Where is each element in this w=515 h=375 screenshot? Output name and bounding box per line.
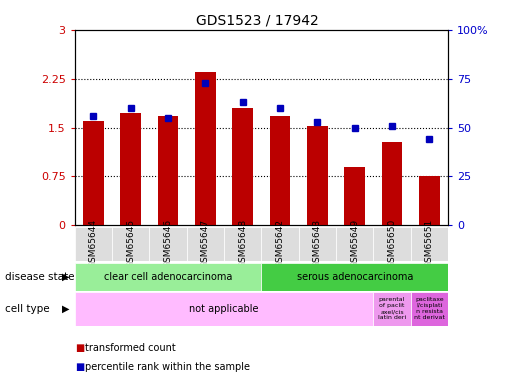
Text: cell type: cell type — [5, 304, 50, 313]
Bar — [75, 262, 261, 291]
Bar — [261, 262, 448, 291]
Text: ■: ■ — [75, 362, 84, 372]
Text: clear cell adenocarcinoma: clear cell adenocarcinoma — [104, 272, 232, 282]
Text: GSM65649: GSM65649 — [350, 219, 359, 268]
Bar — [158, 116, 178, 225]
Bar — [270, 116, 290, 225]
Bar — [307, 126, 328, 225]
Bar — [83, 121, 104, 225]
Text: GSM65645: GSM65645 — [126, 219, 135, 268]
Bar — [336, 227, 373, 261]
Text: not applicable: not applicable — [190, 304, 259, 313]
Text: transformed count: transformed count — [85, 343, 176, 353]
Bar — [149, 227, 186, 261]
Text: GSM65644: GSM65644 — [89, 219, 98, 268]
Text: GSM65643: GSM65643 — [313, 219, 322, 268]
Bar — [75, 227, 112, 261]
Bar — [261, 227, 299, 261]
Bar — [373, 227, 410, 261]
Bar — [299, 227, 336, 261]
Text: parental
of paclit
axel/cis
latin deri: parental of paclit axel/cis latin deri — [378, 297, 406, 320]
Text: GSM65650: GSM65650 — [388, 219, 397, 268]
Bar — [232, 108, 253, 225]
Bar — [186, 227, 224, 261]
Text: GSM65648: GSM65648 — [238, 219, 247, 268]
Text: percentile rank within the sample: percentile rank within the sample — [85, 362, 250, 372]
Bar — [112, 227, 149, 261]
Text: GSM65651: GSM65651 — [425, 219, 434, 268]
Bar — [345, 166, 365, 225]
Text: ▶: ▶ — [62, 272, 70, 282]
Text: GSM65646: GSM65646 — [164, 219, 173, 268]
Text: ■: ■ — [75, 343, 84, 353]
Text: GSM65647: GSM65647 — [201, 219, 210, 268]
Bar — [419, 176, 440, 225]
Bar — [373, 292, 410, 326]
Bar — [75, 292, 373, 326]
Bar — [410, 292, 448, 326]
Bar — [224, 227, 261, 261]
Text: paclitaxe
l/cisplati
n resista
nt derivat: paclitaxe l/cisplati n resista nt deriva… — [414, 297, 445, 320]
Bar — [195, 72, 216, 225]
Bar — [410, 227, 448, 261]
Bar — [121, 113, 141, 225]
Text: ▶: ▶ — [62, 304, 70, 313]
Text: GSM65642: GSM65642 — [276, 219, 284, 268]
Text: serous adenocarcinoma: serous adenocarcinoma — [297, 272, 413, 282]
Text: GDS1523 / 17942: GDS1523 / 17942 — [196, 13, 319, 27]
Bar — [382, 142, 402, 225]
Text: disease state: disease state — [5, 272, 75, 282]
